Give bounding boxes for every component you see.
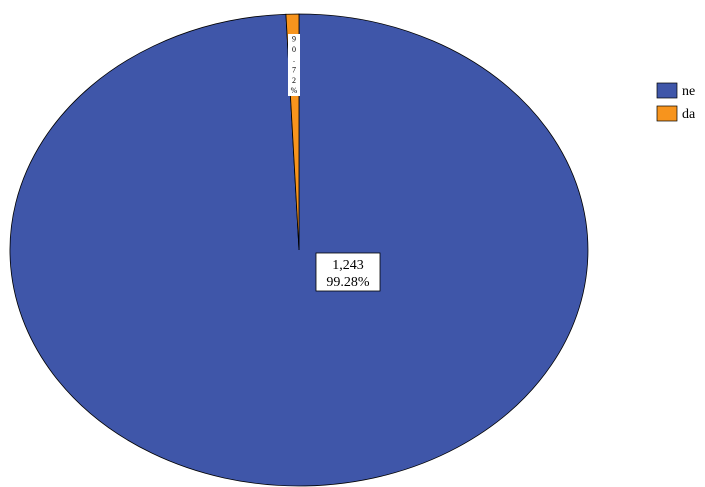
slice-label-glyph: % xyxy=(291,86,298,95)
slice-label-glyph: 2 xyxy=(292,76,296,85)
slice-label-glyph: 7 xyxy=(292,65,296,74)
slice-label-count-ne: 1,243 xyxy=(332,258,364,273)
slice-label-percent-ne: 99.28% xyxy=(326,275,370,290)
legend-swatch-da xyxy=(656,105,678,122)
slice-label-glyph: 9 xyxy=(292,34,296,43)
slice-label-box-da xyxy=(288,34,300,96)
slice-label-glyph: . xyxy=(293,55,295,64)
legend-item-da: da xyxy=(656,105,696,122)
slice-label-box-ne xyxy=(315,252,381,292)
slice-label-da: 9 0.7 2% xyxy=(288,34,300,96)
legend-item-ne: ne xyxy=(656,82,695,99)
legend-label-ne: ne xyxy=(682,84,695,99)
legend: ne da xyxy=(656,82,696,122)
slice-label-ne: 1,243 99.28% xyxy=(315,252,381,292)
slice-label-glyph: 0 xyxy=(292,45,296,54)
legend-label-da: da xyxy=(682,107,696,122)
slice-label-text-da: 9 0.7 2% xyxy=(291,34,298,95)
legend-swatch-ne xyxy=(656,82,678,99)
data-labels: 1,243 99.28% 9 0.7 2% xyxy=(288,34,381,292)
